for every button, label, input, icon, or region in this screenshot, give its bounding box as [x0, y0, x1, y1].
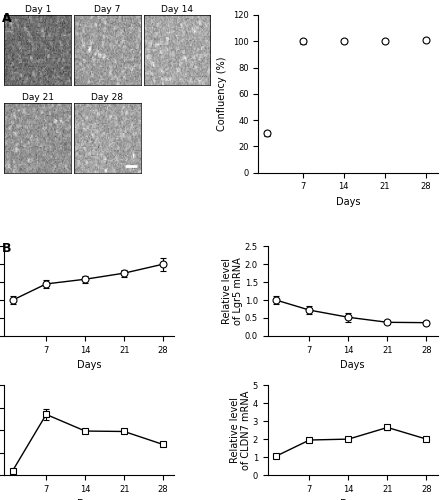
Title: Day 28: Day 28	[91, 93, 123, 102]
Title: Day 14: Day 14	[161, 5, 193, 14]
X-axis label: Days: Days	[340, 360, 365, 370]
Y-axis label: Relative level
of CLDN7 mRNA: Relative level of CLDN7 mRNA	[230, 390, 251, 470]
Title: Day 1: Day 1	[25, 5, 51, 14]
Title: Day 7: Day 7	[94, 5, 121, 14]
Y-axis label: Confluency (%): Confluency (%)	[217, 56, 228, 131]
Text: A: A	[2, 12, 12, 26]
X-axis label: Days: Days	[77, 360, 102, 370]
Text: B: B	[2, 242, 11, 256]
X-axis label: Days: Days	[336, 197, 360, 207]
Y-axis label: Relative level
of Lgr5 mRNA: Relative level of Lgr5 mRNA	[222, 257, 244, 325]
Title: Day 21: Day 21	[22, 93, 54, 102]
